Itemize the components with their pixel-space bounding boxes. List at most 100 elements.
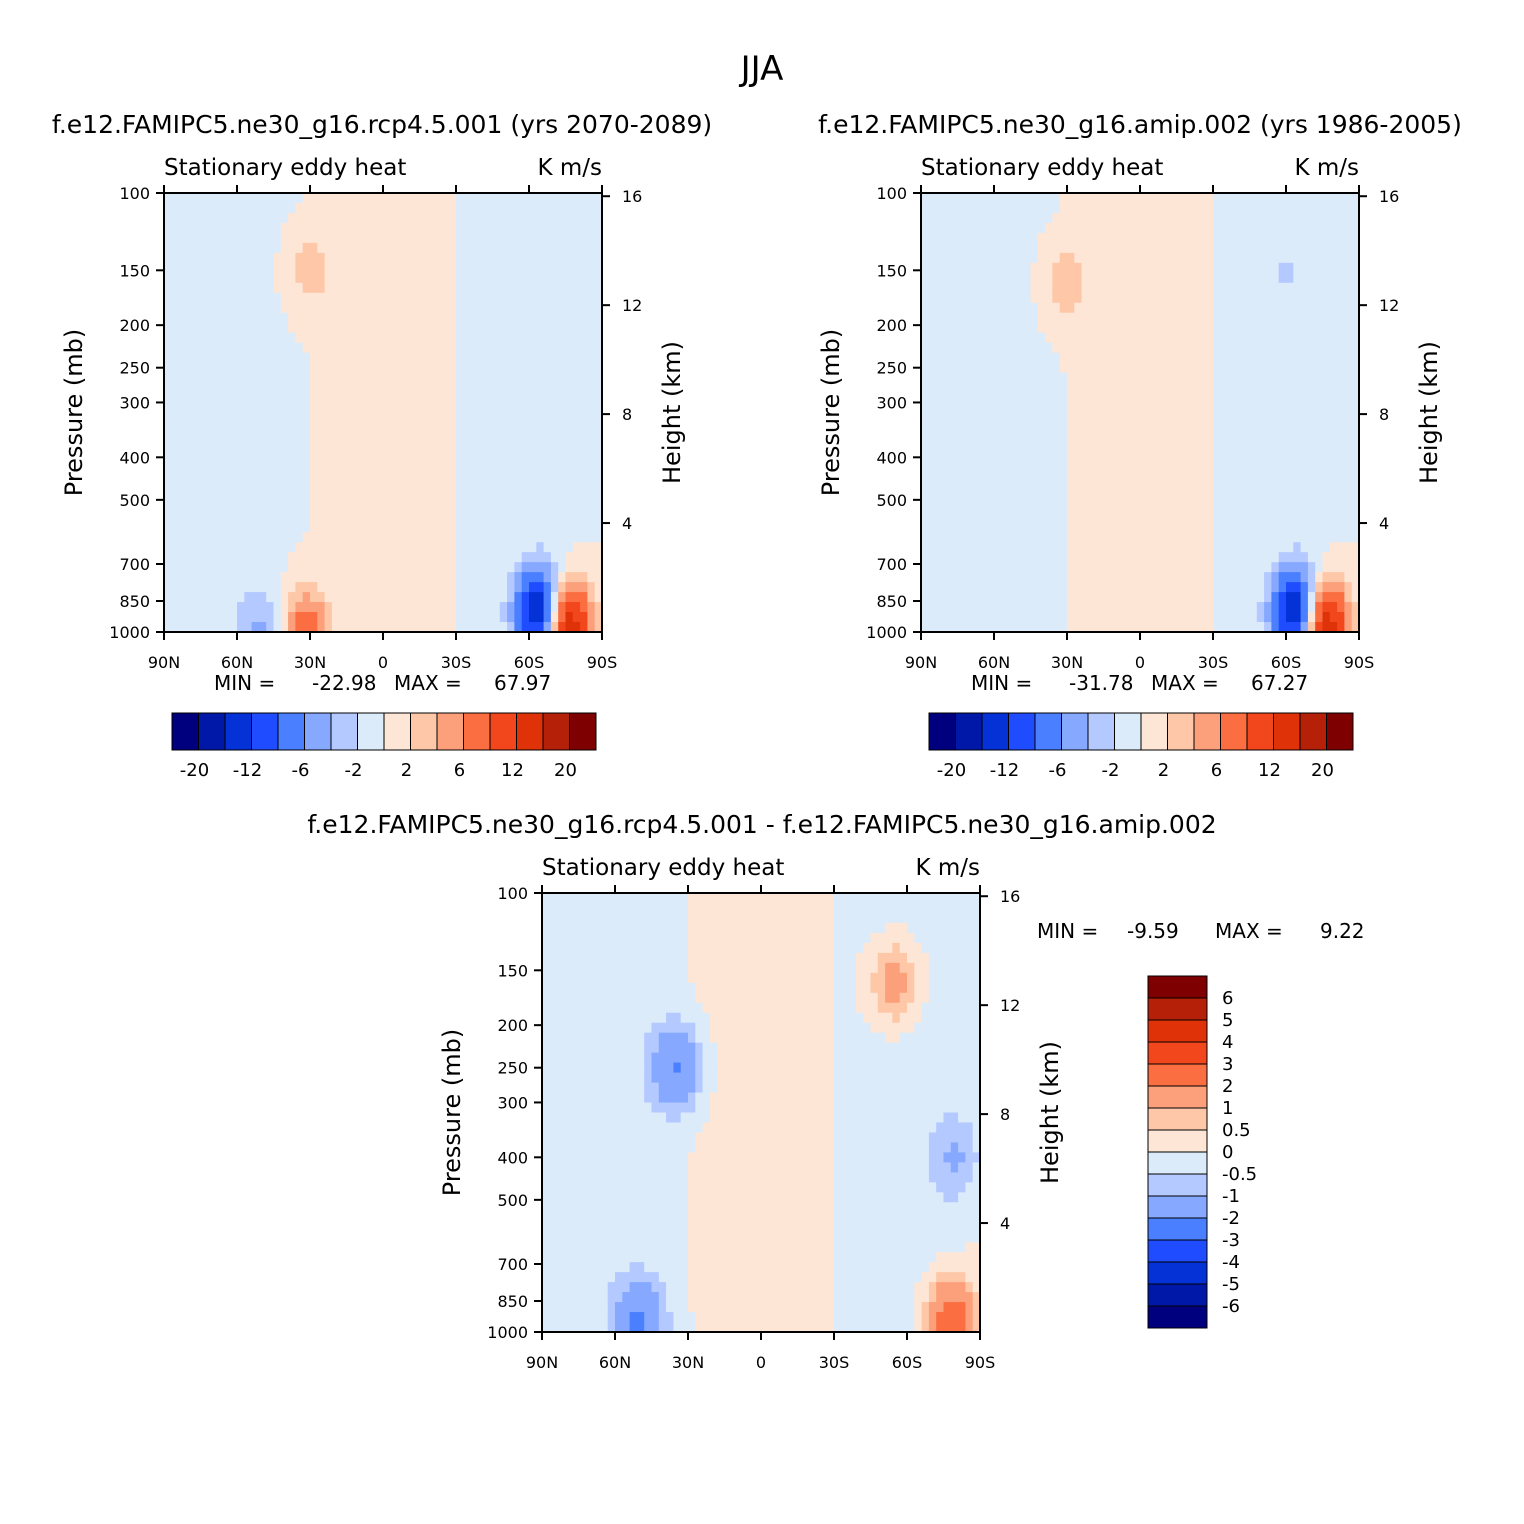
heatmap-cell bbox=[470, 302, 479, 314]
heatmap-cell bbox=[426, 392, 435, 404]
heatmap-cell bbox=[412, 472, 421, 483]
heatmap-cell bbox=[485, 602, 494, 613]
heatmap-cell bbox=[164, 512, 172, 523]
heatmap-cell bbox=[994, 322, 1002, 334]
heatmap-cell bbox=[986, 342, 995, 354]
heatmap-cell bbox=[986, 452, 995, 463]
heatmap-cell bbox=[1023, 212, 1032, 224]
heatmap-cell bbox=[979, 622, 988, 633]
heatmap-cell bbox=[258, 502, 267, 513]
heatmap-cell bbox=[200, 532, 209, 543]
heatmap-cell bbox=[1110, 252, 1119, 264]
heatmap-cell bbox=[1220, 432, 1229, 444]
heatmap-cell bbox=[1052, 242, 1061, 254]
heatmap-cell bbox=[1088, 602, 1097, 613]
heatmap-cell bbox=[419, 282, 428, 294]
heatmap-cell bbox=[1015, 262, 1024, 274]
heatmap-cell bbox=[1023, 542, 1032, 553]
heatmap-cell bbox=[1213, 302, 1221, 314]
heatmap-cell bbox=[368, 212, 377, 224]
heatmap-cell bbox=[928, 532, 937, 543]
heatmap-cell bbox=[529, 372, 537, 384]
heatmap-cell bbox=[171, 242, 180, 254]
heatmap-cell bbox=[1234, 232, 1243, 244]
heatmap-cell bbox=[1030, 232, 1039, 244]
heatmap-cell bbox=[1023, 252, 1032, 264]
heatmap-cell bbox=[580, 262, 588, 274]
heatmap-cell bbox=[1161, 472, 1170, 483]
heatmap-cell bbox=[244, 292, 253, 304]
heatmap-cell bbox=[1242, 342, 1251, 354]
heatmap-cell bbox=[1059, 532, 1068, 543]
heatmap-cell bbox=[514, 252, 523, 264]
heatmap-cell bbox=[558, 282, 567, 294]
heatmap-cell bbox=[273, 572, 282, 583]
heatmap-cell bbox=[928, 382, 937, 394]
heatmap-cell bbox=[448, 252, 457, 264]
heatmap-cell bbox=[1088, 622, 1097, 633]
heatmap-cell bbox=[280, 302, 289, 314]
heatmap-cell bbox=[470, 552, 479, 563]
heatmap-cell bbox=[1191, 432, 1199, 444]
heatmap-cell bbox=[950, 342, 959, 354]
heatmap-cell bbox=[368, 402, 377, 414]
heatmap-cell bbox=[368, 472, 377, 483]
heatmap-cell bbox=[972, 592, 980, 603]
heatmap-cell bbox=[1118, 322, 1126, 334]
heatmap-cell bbox=[587, 312, 596, 324]
heatmap-cell bbox=[302, 582, 311, 593]
heatmap-cell bbox=[1132, 402, 1141, 414]
heatmap-cell bbox=[1176, 352, 1185, 364]
heatmap-cell bbox=[353, 262, 362, 274]
heatmap-cell bbox=[1140, 322, 1148, 334]
heatmap-cell bbox=[258, 512, 267, 523]
heatmap-cell bbox=[185, 322, 194, 334]
heatmap-cell bbox=[572, 322, 581, 334]
heatmap-cell bbox=[1176, 542, 1185, 553]
heatmap-cell bbox=[507, 262, 515, 274]
heatmap-cell bbox=[419, 382, 428, 394]
heatmap-cell bbox=[207, 382, 216, 394]
heatmap-cell bbox=[1001, 612, 1010, 623]
heatmap-cell bbox=[507, 612, 515, 623]
heatmap-cell bbox=[1045, 372, 1053, 384]
heatmap-cell bbox=[1074, 612, 1083, 623]
heatmap-cell bbox=[594, 382, 603, 394]
heatmap-cell bbox=[594, 193, 603, 204]
heatmap-cell bbox=[185, 242, 194, 254]
heatmap-cell bbox=[1067, 382, 1075, 394]
heatmap-cell bbox=[441, 602, 450, 613]
heatmap-cell bbox=[1030, 532, 1039, 543]
x-tick-label: 60N bbox=[221, 653, 253, 672]
heatmap-cell bbox=[1001, 312, 1010, 324]
heatmap-cell bbox=[550, 402, 559, 414]
heatmap-cell bbox=[317, 522, 326, 533]
heatmap-cell bbox=[1256, 562, 1265, 573]
heatmap-cell bbox=[979, 502, 988, 513]
heatmap-cell bbox=[921, 512, 929, 523]
heatmap-cell bbox=[921, 282, 929, 294]
heatmap-cell bbox=[1059, 412, 1068, 424]
heatmap-cell bbox=[222, 412, 231, 424]
heatmap-cell bbox=[375, 262, 384, 274]
heatmap-cell bbox=[1242, 602, 1251, 613]
heatmap-cell bbox=[1256, 572, 1265, 583]
heatmap-cell bbox=[412, 482, 421, 493]
colorbar-box bbox=[198, 712, 226, 751]
heatmap-cell bbox=[1220, 372, 1229, 384]
heatmap-cell bbox=[1278, 272, 1287, 284]
heatmap-cell bbox=[1088, 252, 1097, 264]
heatmap-cell bbox=[1140, 412, 1148, 424]
heatmap-cell bbox=[361, 562, 369, 573]
heatmap-cell bbox=[1023, 332, 1032, 344]
heatmap-cell bbox=[463, 592, 472, 603]
heatmap-cell bbox=[288, 342, 296, 354]
heatmap-cell bbox=[1132, 322, 1141, 334]
heatmap-cell bbox=[434, 472, 442, 483]
heatmap-cell bbox=[1256, 422, 1265, 434]
heatmap-cell bbox=[1023, 362, 1032, 374]
heatmap-cell bbox=[237, 382, 245, 394]
heatmap-cell bbox=[1001, 352, 1010, 364]
heatmap-cell bbox=[317, 312, 326, 324]
heatmap-cell bbox=[1191, 242, 1199, 254]
